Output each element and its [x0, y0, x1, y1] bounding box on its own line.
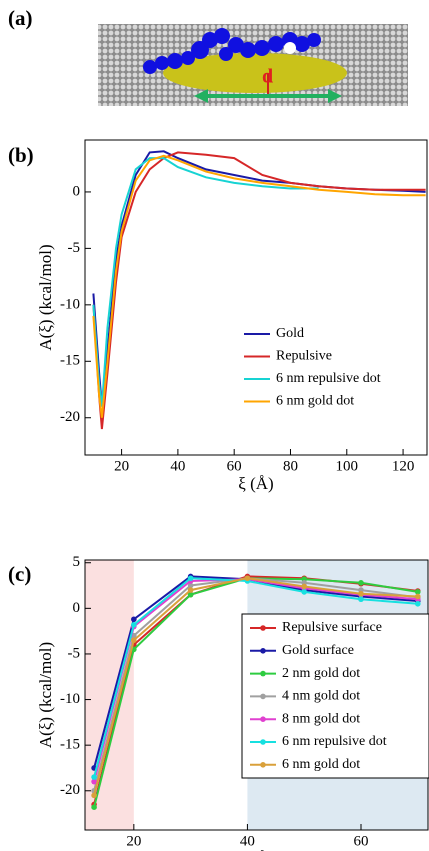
y-tick-label: -10 — [60, 691, 80, 707]
x-tick-label: 120 — [392, 458, 415, 474]
x-tick-label: 40 — [170, 458, 185, 474]
point — [358, 580, 364, 586]
dot — [163, 53, 347, 93]
y-tick-label: -20 — [60, 409, 80, 425]
arrow — [194, 89, 342, 103]
illustration: d — [98, 24, 408, 106]
point — [301, 583, 308, 590]
series-line — [92, 151, 426, 430]
legend-label: 6 nm repulsive dot — [276, 371, 381, 386]
atom — [284, 42, 296, 54]
point — [358, 590, 364, 597]
y-tick-label: -5 — [68, 240, 81, 256]
x-tick-label: 20 — [114, 458, 129, 474]
y-tick-label: -20 — [60, 782, 80, 798]
legend-marker — [260, 716, 266, 722]
shaded-region — [85, 560, 134, 830]
legend-label: 6 nm repulsive dot — [282, 734, 387, 749]
x-tick-label: 80 — [283, 458, 298, 474]
panel-label: (b) — [8, 143, 34, 167]
legend-label: Gold surface — [282, 643, 354, 658]
legend-marker — [260, 762, 266, 768]
legend-marker — [260, 693, 266, 700]
legend-label: Repulsive — [276, 349, 332, 364]
x-tick-label: 40 — [240, 833, 255, 849]
legend-marker — [260, 739, 266, 745]
x-tick-label: 20 — [126, 833, 141, 849]
legend-marker — [260, 648, 266, 654]
x-axis-label: ξ (Å) — [239, 849, 274, 851]
series-line — [92, 154, 426, 418]
legend-label: 2 nm gold dot — [282, 666, 360, 681]
legend-marker — [260, 625, 266, 631]
point — [131, 637, 137, 644]
y-axis-label: A(ξ) (kcal/mol) — [36, 244, 55, 350]
legend-label: 6 nm gold dot — [276, 394, 354, 409]
legend-label: Gold — [276, 326, 304, 341]
y-tick-label: 0 — [73, 183, 81, 199]
distance-label: d — [262, 66, 273, 88]
x-axis-label: ξ (Å) — [238, 474, 273, 493]
y-axis-label: A(ξ) (kcal/mol) — [36, 642, 55, 748]
y-tick-label: 5 — [73, 554, 81, 570]
legend-marker — [260, 670, 266, 677]
panel-label: (c) — [8, 562, 31, 586]
legend-label: Repulsive surface — [282, 620, 382, 635]
plot-area — [92, 150, 426, 430]
plot-frame — [84, 139, 428, 456]
point — [301, 589, 308, 595]
point — [414, 593, 421, 600]
legend-label: 6 nm gold dot — [282, 757, 360, 772]
point — [91, 792, 97, 799]
legend-label: 8 nm gold dot — [282, 711, 360, 726]
x-tick-label: 60 — [227, 458, 242, 474]
y-tick-label: -15 — [60, 353, 80, 369]
legend-label: 4 nm gold dot — [282, 689, 360, 704]
x-tick-label: 60 — [353, 833, 368, 849]
y-tick-label: -5 — [68, 645, 81, 661]
point — [131, 616, 137, 623]
point — [91, 804, 97, 810]
point — [244, 575, 251, 582]
y-tick-label: -10 — [60, 296, 80, 312]
point — [358, 596, 364, 603]
y-tick-label: -15 — [60, 737, 80, 753]
point — [187, 591, 194, 598]
x-tick-label: 100 — [336, 458, 359, 474]
point — [187, 575, 194, 582]
point — [187, 587, 194, 593]
point — [187, 582, 194, 589]
point — [131, 621, 137, 628]
point — [91, 778, 97, 785]
panel-label: (a) — [8, 6, 33, 30]
point — [91, 774, 97, 780]
point — [414, 589, 421, 595]
y-tick-label: 0 — [73, 600, 81, 616]
series-line — [92, 157, 319, 407]
point — [414, 600, 421, 607]
